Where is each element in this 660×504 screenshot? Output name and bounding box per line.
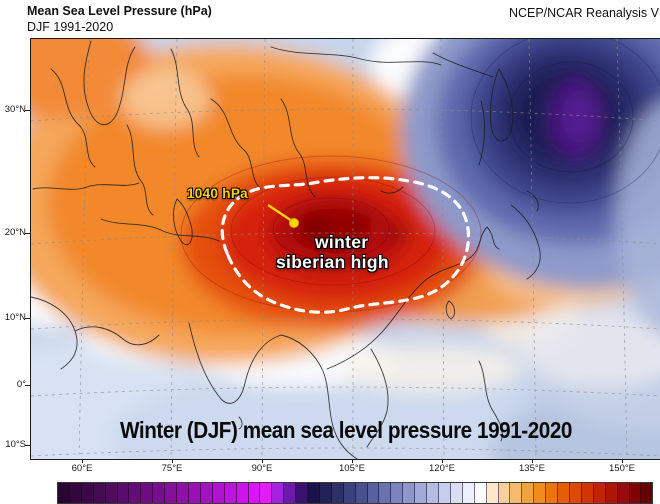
colorbar-segment [558, 483, 570, 503]
coastlines [31, 40, 541, 459]
colorbar-segment [486, 483, 499, 503]
colorbar-segment [450, 483, 463, 503]
colorbar-segment [367, 483, 380, 503]
colorbar-segment [569, 483, 582, 503]
colorbar-segment [605, 483, 618, 503]
colorbar-segment [177, 483, 189, 503]
colorbar-segment [641, 483, 653, 503]
colorbar-segment [224, 483, 237, 503]
colorbar-segment [629, 483, 642, 503]
lon-tick-label: 105°E [339, 463, 365, 474]
colorbar-segment [93, 483, 106, 503]
colorbar-segment [284, 483, 297, 503]
pressure-field [31, 39, 660, 459]
lon-tick-label: 120°E [429, 463, 455, 474]
colorbar-segment [522, 483, 535, 503]
lon-tick-label: 60°E [71, 463, 93, 474]
page-title: Mean Sea Level Pressure (hPa) [27, 4, 212, 18]
lat-tick-mark [25, 318, 30, 319]
colorbar-segment [308, 483, 320, 503]
colorbar-segment [462, 483, 475, 503]
lon-tick-mark [82, 459, 83, 463]
colorbar-segment [439, 483, 451, 503]
colorbar-segment [379, 483, 392, 503]
colorbar-segment [343, 483, 356, 503]
colorbar-segment [498, 483, 511, 503]
lon-tick-label: 75°E [161, 463, 183, 474]
colorbar-segment [69, 483, 82, 503]
isobar-contours [180, 39, 660, 313]
lat-tick-mark [25, 110, 30, 111]
colorbar-segment [510, 483, 523, 503]
colorbar-segment [391, 483, 404, 503]
colorbar-segment [427, 483, 439, 503]
lat-tick-mark [25, 445, 30, 446]
lon-tick-mark [172, 459, 173, 463]
colorbar-segment [117, 483, 130, 503]
colorbar-segment [474, 483, 487, 503]
pressure-field-svg [31, 39, 660, 459]
colorbar-segment [58, 483, 70, 503]
lat-tick-label: 10°N [4, 312, 26, 323]
colorbar-segment [415, 483, 428, 503]
map-canvas: 1040 hPa winter siberian high Winter (DJ… [30, 38, 660, 460]
lat-tick-mark [25, 233, 30, 234]
lat-tick-mark [25, 385, 30, 386]
colorbar-segment [296, 483, 309, 503]
lon-tick-mark [442, 459, 443, 463]
page-subtitle: DJF 1991-2020 [27, 20, 114, 34]
colorbar-segment [129, 483, 142, 503]
colorbar-segment [593, 483, 606, 503]
map-caption: Winter (DJF) mean sea level pressure 199… [119, 417, 572, 443]
colorbar-segment [581, 483, 594, 503]
lon-tick-label: 135°E [519, 463, 545, 474]
lat-tick-label: 20°N [4, 227, 26, 238]
colorbar-segment [81, 483, 94, 503]
lon-tick-label: 150°E [609, 463, 635, 474]
colorbar-segment [319, 483, 332, 503]
colorbar-segment [534, 483, 547, 503]
pressure-value-label: 1040 hPa [187, 186, 248, 201]
high-label-line1: winter [315, 232, 369, 252]
lon-tick-mark [262, 459, 263, 463]
colorbar-segment [403, 483, 416, 503]
colorbar-segment [272, 483, 285, 503]
colorbar-segment [355, 483, 368, 503]
high-region-outline [220, 176, 471, 314]
colorbar-segment [141, 483, 154, 503]
colorbar-segment [331, 483, 344, 503]
colorbar-segment [165, 483, 178, 503]
colorbar-segment [200, 483, 213, 503]
colorbar-segment [188, 483, 201, 503]
colorbar-segment [248, 483, 261, 503]
lon-tick-mark [622, 459, 623, 463]
colorbar-segment [260, 483, 273, 503]
high-label-line2: siberian high [276, 252, 389, 272]
lat-tick-label: 30°N [4, 104, 26, 115]
graticule [31, 39, 660, 459]
colorbar-segment [105, 483, 118, 503]
colorbar-segment [212, 483, 225, 503]
colorbar-segment [153, 483, 166, 503]
colorbar-segment [546, 483, 559, 503]
lon-tick-label: 90°E [251, 463, 273, 474]
data-source-label: NCEP/NCAR Reanalysis V [508, 6, 659, 20]
colorbar-segment [236, 483, 249, 503]
lat-tick-label: 0° [16, 379, 26, 390]
colorbar-segment [617, 483, 630, 503]
lon-tick-mark [352, 459, 353, 463]
pressure-leader [267, 204, 300, 229]
colorbar [57, 482, 653, 504]
lat-tick-label: 10°S [5, 439, 26, 450]
lon-tick-mark [532, 459, 533, 463]
